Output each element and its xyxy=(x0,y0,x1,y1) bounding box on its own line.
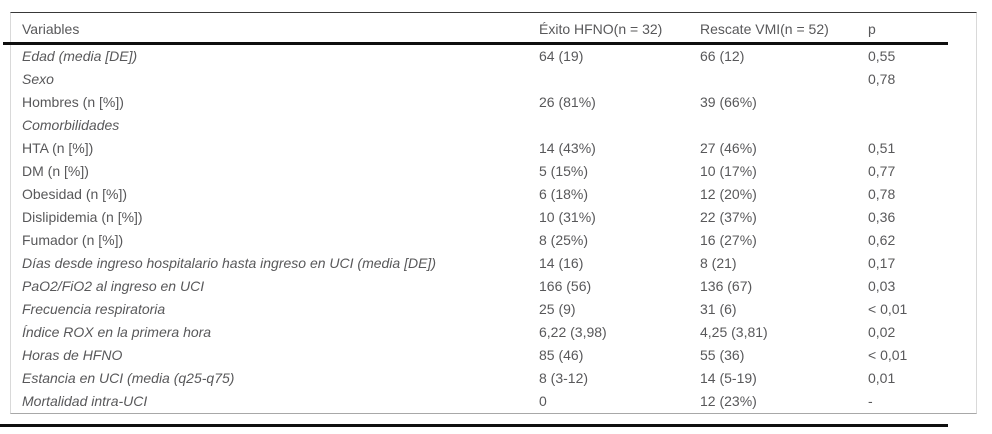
p-value-cell: 0,01 xyxy=(868,369,896,386)
table-body: Edad (media [DE]) 64 (19) 66 (12) 0,55 Sexo 0… xyxy=(11,44,977,412)
table-row: Frecuencia respiratoria 25 (9) 31 (6) < 0,0… xyxy=(11,297,977,320)
variable-cell: Comorbilidades xyxy=(22,116,120,133)
rescate-vmi-cell: 16 (27%) xyxy=(700,231,757,248)
p-value-cell: 0,62 xyxy=(868,231,896,248)
p-value-cell: 0,17 xyxy=(868,254,896,271)
exito-hfno-cell: 6,22 (3,98) xyxy=(539,323,607,340)
table-row: Comorbilidades xyxy=(11,113,977,136)
exito-hfno-cell: 5 (15%) xyxy=(539,162,589,179)
table-row: Sexo 0,78 xyxy=(11,67,977,90)
rescate-vmi-cell xyxy=(700,113,868,136)
rescate-vmi-cell xyxy=(700,67,868,90)
rescate-vmi-cell: 55 (36) xyxy=(700,346,745,363)
exito-hfno-cell: 8 (3-12) xyxy=(539,369,589,386)
exito-hfno-cell: 8 (25%) xyxy=(539,231,589,248)
rescate-vmi-cell: 31 (6) xyxy=(700,300,737,317)
rescate-vmi-cell: 27 (46%) xyxy=(700,139,757,156)
exito-hfno-cell xyxy=(539,113,700,136)
variable-cell: HTA (n [%]) xyxy=(22,139,94,156)
p-value-cell: 0,78 xyxy=(868,70,896,87)
variable-cell: Obesidad (n [%]) xyxy=(22,185,128,202)
table-row: Hombres (n [%]) 26 (81%) 39 (66%) xyxy=(11,90,977,113)
exito-hfno-cell: 0 xyxy=(539,392,547,409)
exito-hfno-cell: 14 (16) xyxy=(539,254,584,271)
variable-cell: Fumador (n [%]) xyxy=(22,231,124,248)
table-row: Mortalidad intra-UCI 0 12 (23%) - xyxy=(11,389,977,412)
rescate-vmi-cell: 12 (20%) xyxy=(700,185,757,202)
exito-hfno-cell: 85 (46) xyxy=(539,346,584,363)
rescate-vmi-cell: 12 (23%) xyxy=(700,392,757,409)
rescate-vmi-cell: 66 (12) xyxy=(700,47,745,64)
p-value-cell xyxy=(868,90,977,113)
p-value-cell: 0,02 xyxy=(868,323,896,340)
header-row: Variables Éxito HFNO(n = 32) Rescate VMI… xyxy=(11,13,977,44)
variable-cell: Hombres (n [%]) xyxy=(22,93,124,110)
header-thick-rule xyxy=(3,42,948,45)
exito-hfno-cell: 25 (9) xyxy=(539,300,576,317)
col-header-variables: Variables xyxy=(22,20,80,37)
p-value-cell: 0,78 xyxy=(868,185,896,202)
variable-cell: Estancia en UCI (media (q25-q75) xyxy=(22,369,235,386)
variable-cell: PaO2/FiO2 al ingreso en UCI xyxy=(22,277,205,294)
variable-cell: Mortalidad intra-UCI xyxy=(22,392,148,409)
bottom-thick-rule xyxy=(0,424,948,427)
exito-hfno-cell: 166 (56) xyxy=(539,277,592,294)
p-value-cell: < 0,01 xyxy=(868,300,908,317)
variable-cell: Horas de HFNO xyxy=(22,346,123,363)
exito-hfno-cell: 6 (18%) xyxy=(539,185,589,202)
table-row: Fumador (n [%]) 8 (25%) 16 (27%) 0,62 xyxy=(11,228,977,251)
p-value-cell: < 0,01 xyxy=(868,346,908,363)
col-header-p: p xyxy=(868,20,876,37)
rescate-vmi-cell: 22 (37%) xyxy=(700,208,757,225)
table-row: HTA (n [%]) 14 (43%) 27 (46%) 0,51 xyxy=(11,136,977,159)
p-value-cell: 0,03 xyxy=(868,277,896,294)
variable-cell: Sexo xyxy=(22,70,54,87)
results-table-container: Variables Éxito HFNO(n = 32) Rescate VMI… xyxy=(10,12,977,414)
exito-hfno-cell: 10 (31%) xyxy=(539,208,596,225)
variable-cell: DM (n [%]) xyxy=(22,162,89,179)
table-row: Obesidad (n [%]) 6 (18%) 12 (20%) 0,78 xyxy=(11,182,977,205)
table-row: Índice ROX en la primera hora 6,22 (3,98)… xyxy=(11,320,977,343)
variable-cell: Días desde ingreso hospitalario hasta in… xyxy=(22,254,436,271)
p-value-cell xyxy=(868,113,977,136)
exito-hfno-cell xyxy=(539,67,700,90)
table-row: Edad (media [DE]) 64 (19) 66 (12) 0,55 xyxy=(11,44,977,67)
variable-cell: Edad (media [DE]) xyxy=(22,47,138,64)
table-row: Estancia en UCI (media (q25-q75) 8 (3-12)… xyxy=(11,366,977,389)
p-value-cell: - xyxy=(868,392,873,409)
rescate-vmi-cell: 4,25 (3,81) xyxy=(700,323,768,340)
rescate-vmi-cell: 10 (17%) xyxy=(700,162,757,179)
rescate-vmi-cell: 136 (67) xyxy=(700,277,753,294)
variable-cell: Dislipidemia (n [%]) xyxy=(22,208,143,225)
p-value-cell: 0,36 xyxy=(868,208,896,225)
p-value-cell: 0,77 xyxy=(868,162,896,179)
p-value-cell: 0,55 xyxy=(868,47,896,64)
rescate-vmi-cell: 8 (21) xyxy=(700,254,737,271)
exito-hfno-cell: 64 (19) xyxy=(539,47,584,64)
rescate-vmi-cell: 39 (66%) xyxy=(700,93,757,110)
table-row: Horas de HFNO 85 (46) 55 (36) < 0,01 xyxy=(11,343,977,366)
table-row: Dislipidemia (n [%]) 10 (31%) 22 (37%) 0,36 xyxy=(11,205,977,228)
exito-hfno-cell: 14 (43%) xyxy=(539,139,596,156)
col-header-exito-hfno: Éxito HFNO(n = 32) xyxy=(539,20,663,37)
variable-cell: Índice ROX en la primera hora xyxy=(22,323,212,340)
variable-cell: Frecuencia respiratoria xyxy=(22,300,166,317)
p-value-cell: 0,51 xyxy=(868,139,896,156)
rescate-vmi-cell: 14 (5-19) xyxy=(700,369,757,386)
results-table: Variables Éxito HFNO(n = 32) Rescate VMI… xyxy=(11,13,977,412)
table-row: Días desde ingreso hospitalario hasta in… xyxy=(11,251,977,274)
exito-hfno-cell: 26 (81%) xyxy=(539,93,596,110)
table-row: DM (n [%]) 5 (15%) 10 (17%) 0,77 xyxy=(11,159,977,182)
col-header-rescate-vmi: Rescate VMI(n = 52) xyxy=(700,20,829,37)
table-row: PaO2/FiO2 al ingreso en UCI 166 (56) 136 (… xyxy=(11,274,977,297)
